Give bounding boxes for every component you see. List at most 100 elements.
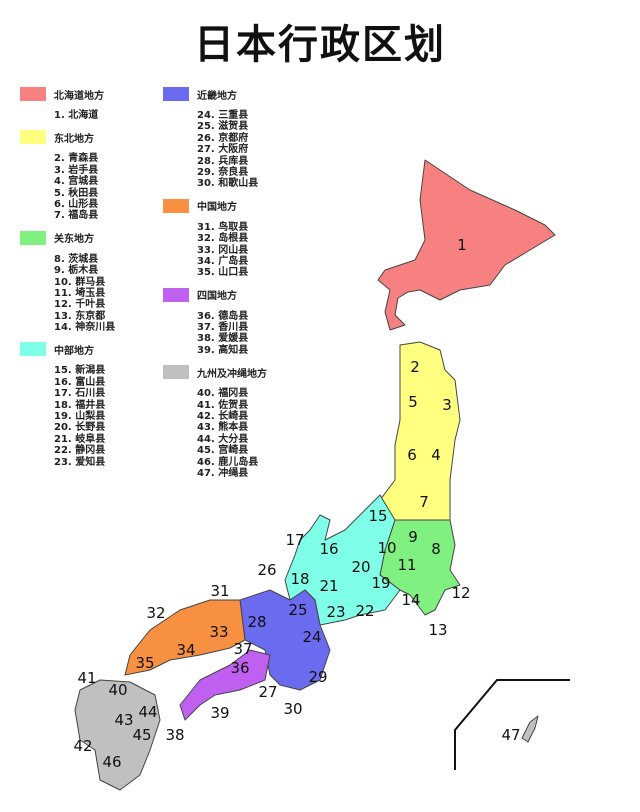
- prefecture-label: 17: [285, 531, 304, 549]
- legend-region: 中部地方: [20, 341, 115, 357]
- region-kyushu: [74, 679, 161, 791]
- legend-item: 46. 鹿儿岛县: [197, 456, 259, 468]
- legend-swatch: [163, 87, 189, 101]
- legend-item: 38. 爱媛县: [197, 333, 249, 345]
- prefecture-label: 14: [401, 591, 420, 609]
- prefecture-label: 18: [290, 570, 309, 588]
- legend-item: 25. 滋贺县: [197, 121, 249, 133]
- legend-item: 23. 爱知县: [54, 456, 106, 468]
- legend-region: 近畿地方: [163, 86, 267, 102]
- legend-item: 19. 山梨县: [54, 411, 106, 423]
- legend-region: 东北地方: [20, 129, 115, 145]
- legend-swatch: [20, 342, 46, 357]
- prefecture-label: 33: [209, 623, 228, 641]
- legend-swatch: [163, 198, 189, 213]
- legend-item: 32. 岛根县: [197, 233, 249, 245]
- legend-item: 9. 栃木县: [54, 265, 99, 277]
- legend-swatch: [20, 87, 46, 101]
- legend-item: 14. 神奈川县: [54, 322, 116, 334]
- legend-item: 22. 静冈县: [54, 445, 106, 457]
- legend-item: 37. 香川县: [197, 322, 249, 334]
- prefecture-label: 19: [371, 574, 390, 592]
- prefecture-label: 2: [410, 358, 420, 376]
- prefecture-label: 41: [77, 669, 96, 687]
- prefecture-label: 13: [428, 621, 447, 639]
- legend-items: 36. 德岛县 37. 香川县 38. 爱媛县 39. 高知县: [163, 311, 267, 357]
- legend-region-label: 东北地方: [54, 133, 94, 145]
- legend-swatch: [20, 230, 46, 245]
- prefecture-label: 42: [73, 737, 92, 755]
- legend-swatch: [163, 287, 189, 302]
- legend-item: 40. 福冈县: [197, 388, 249, 400]
- legend-item: 10. 群马县: [54, 276, 106, 288]
- prefecture-label: 35: [135, 654, 154, 672]
- prefecture-label: 3: [442, 396, 452, 414]
- legend-item: 43. 熊本县: [197, 422, 249, 434]
- legend-item: 8. 茨城县: [54, 253, 99, 265]
- prefecture-label: 24: [302, 628, 321, 646]
- legend-region: 四国地方: [163, 287, 267, 303]
- legend-item: 3. 岩手县: [54, 164, 99, 176]
- region-chugoku: [124, 599, 246, 676]
- prefecture-label: 46: [102, 753, 121, 771]
- legend-items: 1. 北海道: [20, 110, 115, 121]
- legend-region-label: 四国地方: [197, 291, 237, 303]
- legend-region: 北海道地方: [20, 86, 115, 102]
- legend-items: 8. 茨城县 9. 栃木县 10. 群马县 11. 埼玉县 12. 千叶县 13. 东京都…: [20, 254, 115, 334]
- prefecture-label: 44: [138, 703, 157, 721]
- legend-item: 20. 长野县: [54, 422, 106, 434]
- prefecture-label: 22: [355, 602, 374, 620]
- legend-item: 21. 岐阜县: [54, 433, 106, 445]
- legend-item: 45. 宫崎县: [197, 445, 249, 457]
- legend-items: 15. 新潟县 16. 富山县 17. 石川县 18. 福井县 19. 山梨县 20. 长…: [20, 365, 115, 468]
- prefecture-label: 39: [210, 704, 229, 722]
- prefecture-label: 21: [319, 577, 338, 595]
- prefecture-label: 38: [165, 726, 184, 744]
- legend-region-label: 关东地方: [54, 234, 94, 246]
- prefecture-label: 40: [108, 681, 127, 699]
- prefecture-label: 25: [288, 601, 307, 619]
- legend-item: 29. 奈良县: [197, 166, 249, 178]
- prefecture-label: 6: [407, 446, 417, 464]
- legend-item: 2. 青森县: [54, 153, 99, 165]
- legend-item: 15. 新潟县: [54, 365, 106, 377]
- legend-item: 4. 宫城县: [54, 176, 99, 188]
- legend-item: 47. 冲绳县: [197, 467, 249, 479]
- legend-item: 16. 富山县: [54, 376, 106, 388]
- page-title: 日本行政区划: [194, 22, 446, 68]
- prefecture-label: 7: [419, 493, 429, 511]
- legend-region: 关东地方: [20, 230, 115, 246]
- prefecture-label: 47: [501, 726, 520, 744]
- prefecture-label: 11: [397, 556, 416, 574]
- legend-item: 35. 山口县: [197, 267, 249, 279]
- legend-items: 24. 三重县 25. 滋贺县 26. 京都府 27. 大阪府 28. 兵库县 29. 奈…: [163, 110, 267, 190]
- legend-item: 24. 三重县: [197, 110, 249, 121]
- legend-region-label: 九州及冲绳地方: [197, 368, 267, 380]
- legend-item: 7. 福岛县: [54, 210, 99, 222]
- prefecture-label: 9: [408, 528, 418, 546]
- legend-item: 18. 福井县: [54, 399, 106, 411]
- legend-left: 北海道地方 1. 北海道 东北地方 2. 青森县 3. 岩手县 4. 宫城县 5. 秋田县 6…: [20, 86, 115, 476]
- region-hokkaido: [377, 159, 556, 331]
- prefecture-label: 43: [114, 711, 133, 729]
- legend-item: 41. 佐贺县: [197, 399, 249, 411]
- legend-region: 中国地方: [163, 198, 267, 214]
- prefecture-label: 34: [176, 641, 195, 659]
- inset-border: [454, 679, 570, 770]
- legend-region-label: 中部地方: [54, 345, 94, 357]
- prefecture-label: 5: [408, 393, 418, 411]
- legend-item: 28. 兵库县: [197, 155, 249, 167]
- prefecture-label: 1: [457, 236, 467, 254]
- prefecture-label: 45: [132, 726, 151, 744]
- prefecture-label: 27: [258, 683, 277, 701]
- prefecture-label: 29: [308, 668, 327, 686]
- legend-item: 39. 高知县: [197, 344, 249, 356]
- prefecture-label: 12: [451, 584, 470, 602]
- legend-item: 26. 京都府: [197, 132, 249, 144]
- legend-item: 13. 东京都: [54, 310, 106, 322]
- legend-right: 近畿地方 24. 三重县 25. 滋贺县 26. 京都府 27. 大阪府 28. 兵库县 2…: [163, 86, 267, 487]
- legend-region-label: 北海道地方: [54, 90, 104, 102]
- prefecture-label: 4: [431, 446, 441, 464]
- legend-swatch: [20, 130, 46, 145]
